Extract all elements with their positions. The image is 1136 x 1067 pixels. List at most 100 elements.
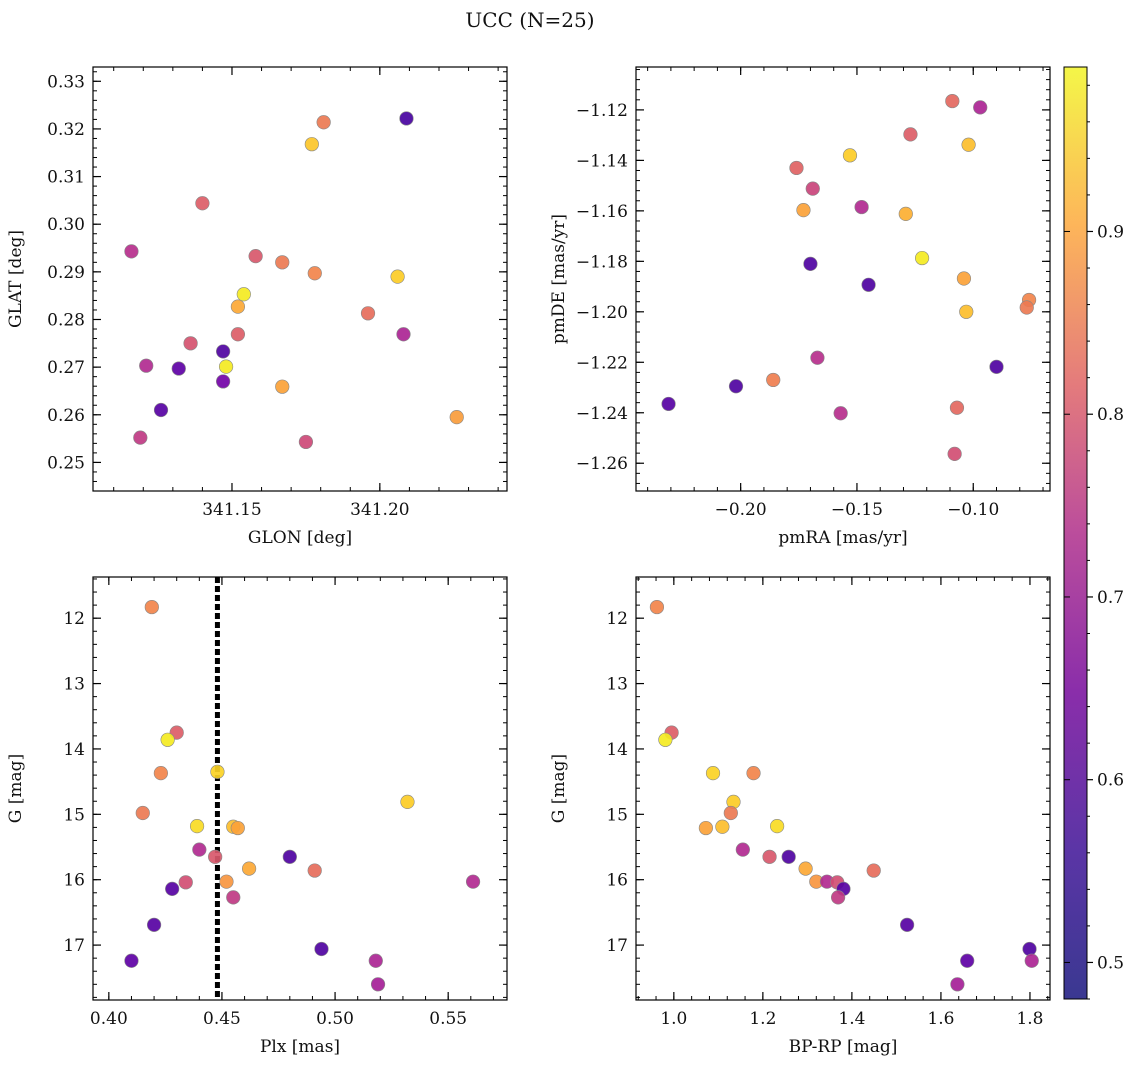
data-point [216,374,231,389]
data-point [705,766,721,781]
data-point [781,849,796,864]
data-point [789,160,804,176]
data-point [399,111,414,126]
colorbar-tick-label: 0.7 [1097,588,1124,608]
panel-2: −0.20 −0.15 −0.10 −1.26 −1.24 −1.22 −1.20 −1.18… [549,66,1051,548]
y-tick-label: 0.32 [47,120,85,140]
axes-frame [92,66,508,492]
x-tick-label: 1.8 [1016,1009,1043,1029]
data-point [735,842,750,857]
data-point [658,732,673,747]
y-tick-label: 13 [606,675,628,695]
data-point [135,805,150,821]
data-point [746,766,761,781]
data-point [275,255,290,270]
data-point [898,206,913,221]
y-tick-label: 0.30 [47,215,85,235]
x-axis-title: Plx [mas] [260,1037,340,1057]
data-point [195,196,210,211]
data-point [770,818,785,834]
data-point [945,93,960,109]
y-tick-label: −1.26 [576,454,628,474]
axes-frame [635,576,1051,1001]
y-tick-label: 0.31 [47,168,85,188]
data-point [914,250,930,266]
data-point [230,299,245,314]
data-point [396,327,411,342]
y-axis-title: G [mag] [549,754,569,823]
panel-4: 1.0 1.2 1.4 1.6 1.8 12 13 14 15 16 17 BP-RP [mag] G … [549,576,1051,1057]
data-point [219,874,234,889]
axes-frame [92,576,508,1001]
data-point [465,874,481,889]
x-tick-label: 1.2 [749,1009,776,1029]
y-axis-title: G [mag] [6,754,26,823]
data-point [810,350,825,365]
y-tick-label: −1.18 [576,252,628,272]
data-point [698,820,713,836]
data-point [1024,953,1039,968]
y-tick-label: −1.12 [576,101,628,121]
data-point [400,794,415,810]
data-point [1019,300,1034,315]
data-point [210,764,225,779]
y-tick-label: 15 [606,805,628,825]
data-point [236,287,251,302]
x-tick-label: 0.50 [316,1009,354,1029]
data-point [798,861,813,876]
colorbar-tick-label: 0.8 [1097,405,1124,425]
data-point [728,379,744,394]
data-point [762,849,777,864]
y-tick-label: 0.27 [47,358,85,378]
data-point [133,430,148,445]
panel-3: 0.40 0.45 0.50 0.55 12 13 14 15 16 17 Plx [mas] G [… [6,576,508,1057]
colorbar-tick-label: 0.6 [1097,771,1124,791]
data-point [124,244,139,259]
data-point [960,953,975,968]
y-tick-label: 0.26 [47,406,85,426]
data-point [956,271,972,286]
y-tick-label: 15 [63,805,85,825]
y-tick-label: 16 [63,871,85,891]
data-point [241,861,257,876]
data-point [766,372,781,388]
data-point [861,277,876,292]
data-point [796,203,811,218]
y-tick-label: 0.28 [47,310,85,330]
x-axis-title: pmRA [mas/yr] [778,528,907,548]
data-point [171,361,186,376]
data-point [307,266,322,281]
data-point [973,100,988,115]
data-point [903,127,918,142]
data-point [248,249,263,264]
data-point [368,953,383,968]
x-axis-title: GLON [deg] [248,528,352,548]
data-point [449,410,464,425]
data-point [649,599,665,615]
y-tick-label: 0.29 [47,263,85,283]
data-point [1022,941,1037,957]
colorbar-gradient [1063,66,1088,1000]
data-point [307,863,322,878]
data-point [192,842,207,857]
data-point [230,327,245,342]
y-tick-label: 14 [63,740,85,760]
data-point [360,306,376,321]
data-point [316,115,331,130]
y-tick-label: −1.22 [576,353,628,373]
data-point [370,977,386,992]
data-point [165,881,180,896]
x-tick-label: 0.55 [429,1009,467,1029]
data-point [124,953,139,968]
y-tick-label: 13 [63,675,85,695]
data-point [961,137,976,152]
data-point [153,402,169,418]
data-point [314,941,329,957]
data-point [831,890,846,905]
figure-title: UCC (N=25) [465,8,594,32]
data-point [226,890,241,905]
data-point [146,917,162,932]
y-tick-label: 17 [63,936,85,956]
y-tick-label: 0.33 [47,72,85,92]
